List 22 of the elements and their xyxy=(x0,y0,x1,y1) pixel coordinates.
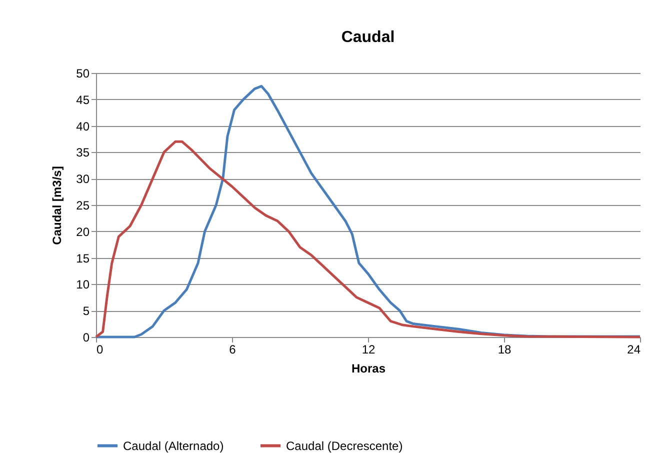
x-tick-label: 12 xyxy=(362,342,376,356)
x-tick-label: 6 xyxy=(229,342,236,356)
x-tick-label: 0 xyxy=(96,342,104,356)
x-axis-title: Horas xyxy=(351,362,386,376)
legend-label: Caudal (Decrescente) xyxy=(286,438,403,453)
y-tick-label: 30 xyxy=(76,172,90,186)
y-tick-label: 50 xyxy=(76,66,90,80)
y-tick-label: 10 xyxy=(76,278,90,292)
y-tick-label: 25 xyxy=(76,198,90,212)
x-tick-label: 18 xyxy=(498,342,512,356)
x-tick-label: 24 xyxy=(627,342,641,356)
y-tick-label: 40 xyxy=(76,119,90,134)
chart-title: Caudal xyxy=(341,29,395,46)
y-tick-label: 5 xyxy=(82,304,90,318)
y-tick-label: 20 xyxy=(76,224,90,239)
legend-label: Caudal (Alternado) xyxy=(123,438,224,453)
y-tick-label: 35 xyxy=(76,146,90,160)
y-tick-label: 0 xyxy=(82,330,90,344)
y-axis-title: Caudal [m3/s] xyxy=(50,166,64,245)
y-tick-label: 15 xyxy=(76,251,90,266)
y-tick-label: 45 xyxy=(76,92,90,107)
line-series xyxy=(94,140,642,338)
